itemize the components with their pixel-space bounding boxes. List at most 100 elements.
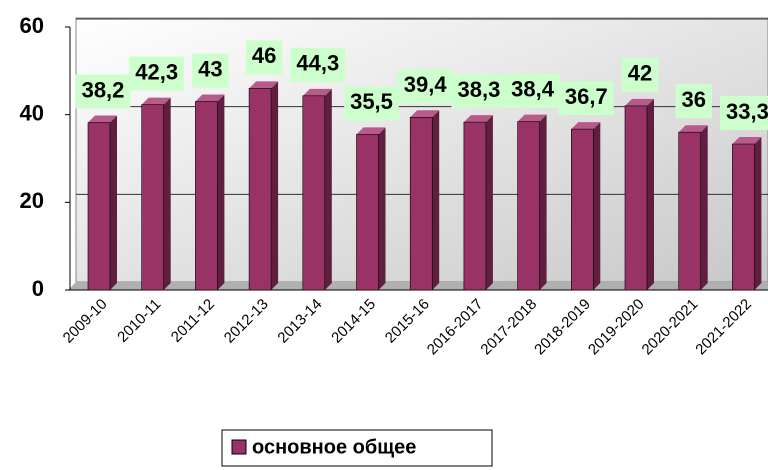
bar-top: [302, 88, 332, 96]
bar: [248, 88, 272, 291]
bar: [141, 104, 164, 291]
bar: [195, 101, 218, 291]
bar-side: [217, 94, 225, 291]
legend-swatch: [231, 439, 247, 455]
data-label: 44,3: [290, 47, 346, 82]
x-tick-label: 2012-13: [221, 296, 272, 347]
y-tick-label: 40: [20, 100, 44, 125]
bar-top: [356, 127, 386, 135]
data-label-text: 42: [628, 61, 652, 86]
data-label-text: 38,2: [82, 77, 125, 102]
bar-top: [678, 125, 708, 133]
bar: [732, 143, 755, 291]
data-label-text: 38,4: [511, 76, 555, 101]
data-label-box: [129, 56, 185, 91]
bar-side: [754, 137, 762, 290]
data-label-box: [621, 57, 659, 92]
data-label: 36,7: [558, 81, 614, 116]
data-label: 39,4: [397, 69, 453, 104]
bar-side: [378, 127, 386, 291]
bar: [678, 131, 702, 291]
x-tick-label: 2011-12: [168, 296, 218, 346]
x-tick-label: 2015-16: [382, 296, 433, 347]
data-label: 38,2: [75, 74, 131, 109]
bar: [624, 105, 648, 291]
bar: [409, 116, 433, 291]
bar-top: [141, 97, 171, 105]
y-tick-label: 60: [20, 13, 44, 38]
bar-side: [432, 110, 440, 291]
data-label-box: [505, 73, 561, 108]
data-label: 35,5: [344, 86, 399, 121]
data-label-text: 42,3: [135, 59, 178, 84]
legend-label: основное общее: [252, 436, 416, 458]
bar-top: [732, 137, 762, 145]
bar: [517, 121, 540, 291]
x-tick-label: 2013-14: [274, 296, 325, 347]
bar-side: [324, 88, 332, 291]
bar-top: [463, 115, 493, 123]
data-label: 42: [621, 57, 659, 92]
data-label: 46: [245, 40, 283, 75]
data-label-text: 44,3: [296, 51, 339, 76]
x-tick-label: 2019-2020: [585, 296, 648, 359]
data-label-box: [290, 47, 346, 82]
data-label: 43: [192, 53, 229, 88]
data-label-box: [397, 69, 453, 104]
bar: [356, 134, 379, 291]
bar-top: [517, 114, 547, 122]
x-tick-label: 2020-2021: [639, 296, 702, 359]
data-label-text: 46: [252, 43, 276, 68]
bar: [463, 121, 487, 291]
y-tick-label: 20: [20, 188, 44, 213]
bar-side: [647, 98, 654, 291]
bar: [87, 122, 111, 291]
x-tick-label: 2017-2018: [477, 296, 540, 359]
bar-side: [271, 81, 279, 290]
data-label-text: 33,3: [726, 99, 768, 124]
data-label-box: [719, 96, 768, 131]
bar-top: [88, 115, 117, 123]
legend: основное общее: [221, 429, 493, 467]
bar-top: [249, 81, 279, 89]
legend-box: [221, 429, 493, 467]
bar-side: [539, 114, 547, 291]
bar-top: [625, 98, 654, 106]
bar-side: [700, 125, 708, 290]
bar-side: [110, 115, 117, 290]
x-tick-label: 2021-2022: [692, 296, 755, 359]
x-tick-label: 2014-15: [328, 296, 379, 347]
data-label-text: 36,7: [565, 84, 608, 109]
x-tick-label: 2018-2019: [531, 296, 594, 359]
bar-side: [593, 122, 601, 290]
data-label-box: [675, 84, 712, 119]
data-label-text: 35,5: [350, 89, 393, 114]
data-label-text: 43: [198, 56, 222, 81]
data-label-box: [75, 74, 131, 109]
data-label-text: 36: [681, 87, 705, 112]
data-label: 36: [675, 84, 712, 119]
bar: [302, 95, 326, 291]
data-label: 38,4: [505, 73, 561, 108]
bar-side: [485, 115, 493, 290]
bar: [570, 128, 594, 291]
data-label-box: [558, 81, 614, 116]
bar-top: [195, 94, 225, 102]
data-label-box: [451, 74, 507, 109]
data-label-box: [192, 53, 229, 88]
data-label: 33,3: [719, 96, 768, 131]
data-label-text: 39,4: [404, 72, 448, 97]
bar-top: [410, 110, 440, 118]
bar-top: [571, 122, 601, 130]
data-label-box: [344, 86, 399, 121]
y-tick-label: 0: [32, 276, 44, 301]
data-label: 38,3: [451, 74, 507, 109]
data-label: 42,3: [129, 56, 185, 91]
data-label-box: [245, 40, 283, 75]
x-tick-label: 2010-11: [114, 296, 164, 346]
x-tick-label: 2009-10: [60, 296, 111, 347]
x-tick-label: 2016-2017: [424, 296, 487, 359]
data-label-text: 38,3: [457, 77, 500, 102]
bar-side: [163, 97, 171, 291]
